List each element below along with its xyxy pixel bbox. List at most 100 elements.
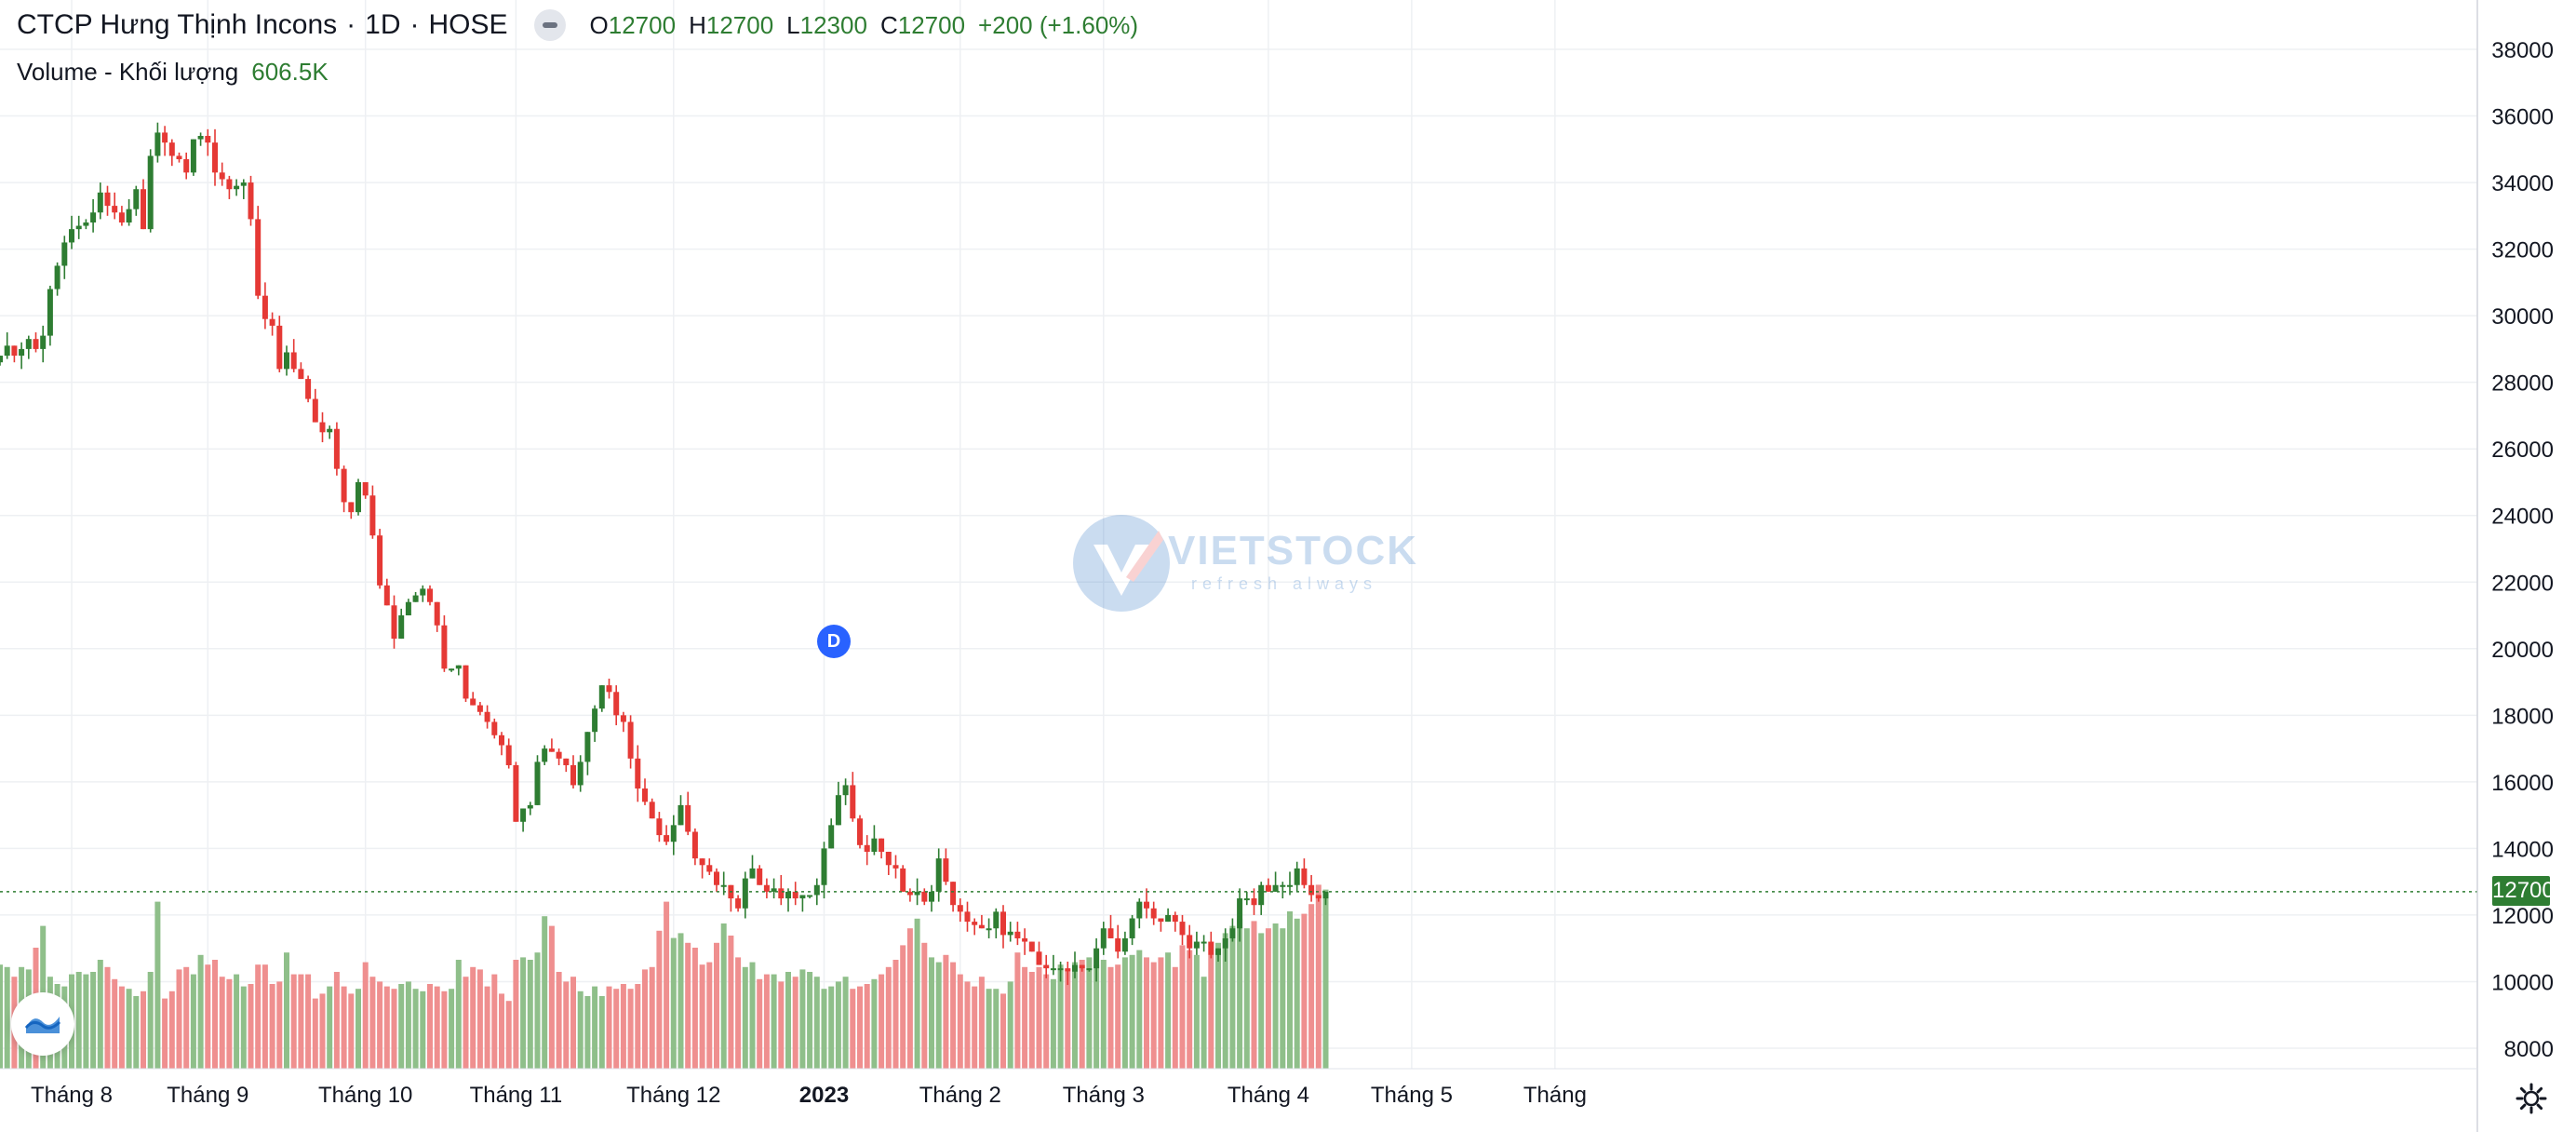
candle-body	[11, 345, 18, 357]
price-tick-label: 18000	[2491, 704, 2554, 729]
symbol-title[interactable]: CTCP Hưng Thịnh Incons	[17, 9, 338, 40]
candle-body	[1280, 884, 1286, 887]
candlesticks	[0, 122, 1329, 986]
candle-body	[327, 428, 333, 433]
volume-bar	[857, 986, 863, 1069]
volume-bar	[935, 962, 942, 1069]
candle-body	[935, 858, 942, 892]
volume-bar	[1050, 978, 1056, 1069]
volume-bar	[455, 960, 462, 1069]
price-tick-label: 34000	[2491, 171, 2554, 196]
time-axis[interactable]: Tháng 8 Tháng 9 Tháng 10 Tháng 11 Tháng 12 20…	[0, 1068, 2477, 1108]
volume-label[interactable]: Volume - Khối lượng	[17, 58, 239, 86]
price-tick-label: 30000	[2491, 304, 2554, 330]
volume-bar	[0, 964, 3, 1069]
price-tick-label: 14000	[2491, 837, 2554, 862]
volume-bar	[929, 957, 934, 1069]
candle-body	[1043, 964, 1050, 969]
volume-bar	[635, 984, 641, 1069]
candle-body	[763, 884, 770, 892]
candle-body	[986, 928, 992, 931]
volume-bar	[226, 978, 233, 1069]
candle-body	[929, 891, 934, 902]
volume-bar	[778, 981, 785, 1069]
candle-body	[234, 185, 240, 190]
candle-body	[642, 788, 648, 802]
volume-bar	[104, 966, 111, 1069]
volume-bar	[248, 984, 254, 1069]
volume-bar	[1165, 952, 1172, 1069]
candle-body	[369, 495, 376, 536]
volume-bar	[821, 989, 827, 1069]
volume-bar	[678, 933, 684, 1069]
candle-body	[176, 155, 182, 160]
candle-body	[1215, 948, 1221, 955]
candle-body	[356, 481, 361, 513]
volume-bar	[1287, 911, 1293, 1069]
volume-bar	[757, 978, 763, 1069]
volume-bar	[190, 974, 196, 1069]
price-axis[interactable]: 38000 36000 34000 32000 30000 28000 26000 24000…	[2476, 0, 2554, 1132]
candle-body	[255, 219, 262, 296]
volume-bar	[649, 966, 655, 1069]
candle-body	[141, 189, 146, 230]
candle-body	[441, 625, 448, 669]
volume-bar	[664, 901, 670, 1069]
volume-bar	[1093, 964, 1100, 1069]
open-label: O	[589, 10, 609, 39]
candle-body	[269, 318, 275, 326]
volume-bar	[90, 972, 97, 1069]
watermark-text: VIETSTOCK	[1168, 528, 1419, 573]
candle-body	[664, 835, 670, 842]
low-value: 12300	[799, 10, 867, 39]
time-tick-label: Tháng 5	[1371, 1083, 1453, 1108]
legend-separator: ·	[346, 9, 356, 40]
price-tick-label: 20000	[2491, 638, 2554, 663]
candle-body	[900, 868, 906, 892]
volume-bar	[642, 969, 648, 1069]
candle-body	[118, 212, 125, 222]
candle-body	[4, 345, 10, 357]
candle-body	[484, 711, 490, 722]
candle-body	[864, 844, 870, 852]
candle-body	[240, 182, 247, 186]
price-tick-label: 22000	[2491, 571, 2554, 596]
watermark-logo-icon	[1073, 515, 1170, 612]
candle-body	[212, 142, 218, 173]
collapse-legend-button[interactable]	[533, 9, 566, 41]
interval-label[interactable]: 1D	[365, 9, 401, 40]
candle-body	[835, 795, 841, 826]
volume-bar	[627, 989, 634, 1069]
candle-body	[950, 882, 957, 906]
price-tick-label: 38000	[2491, 38, 2554, 63]
volume-bar	[570, 977, 576, 1069]
volume-bar	[1237, 918, 1243, 1069]
last-price-tag: 12700	[2492, 876, 2555, 906]
candle-body	[455, 665, 462, 669]
volume-bar	[943, 954, 949, 1069]
volume-bar	[276, 981, 283, 1069]
candle-body	[25, 339, 32, 349]
time-tick-label: Tháng 9	[167, 1083, 248, 1108]
vietstock-logo-button[interactable]	[11, 992, 74, 1056]
candle-body	[1072, 964, 1078, 972]
candle-body	[276, 325, 283, 370]
candle-body	[219, 172, 225, 180]
candle-body	[1187, 935, 1193, 949]
volume-bar	[828, 986, 835, 1069]
chart-settings-button[interactable]	[2513, 1080, 2550, 1117]
candle-body	[635, 758, 641, 789]
candle-body	[162, 132, 168, 143]
volume-bar	[312, 998, 318, 1069]
gear-icon	[2516, 1083, 2547, 1114]
candle-body	[1121, 937, 1128, 952]
candle-body	[742, 878, 748, 909]
candle-body	[147, 155, 154, 230]
candle-body	[1065, 968, 1071, 972]
volume-bar	[749, 962, 756, 1069]
candle-body	[83, 222, 89, 226]
volume-bar	[4, 966, 10, 1069]
dividend-event-marker[interactable]: D	[817, 625, 851, 658]
volume-bar	[735, 957, 742, 1069]
